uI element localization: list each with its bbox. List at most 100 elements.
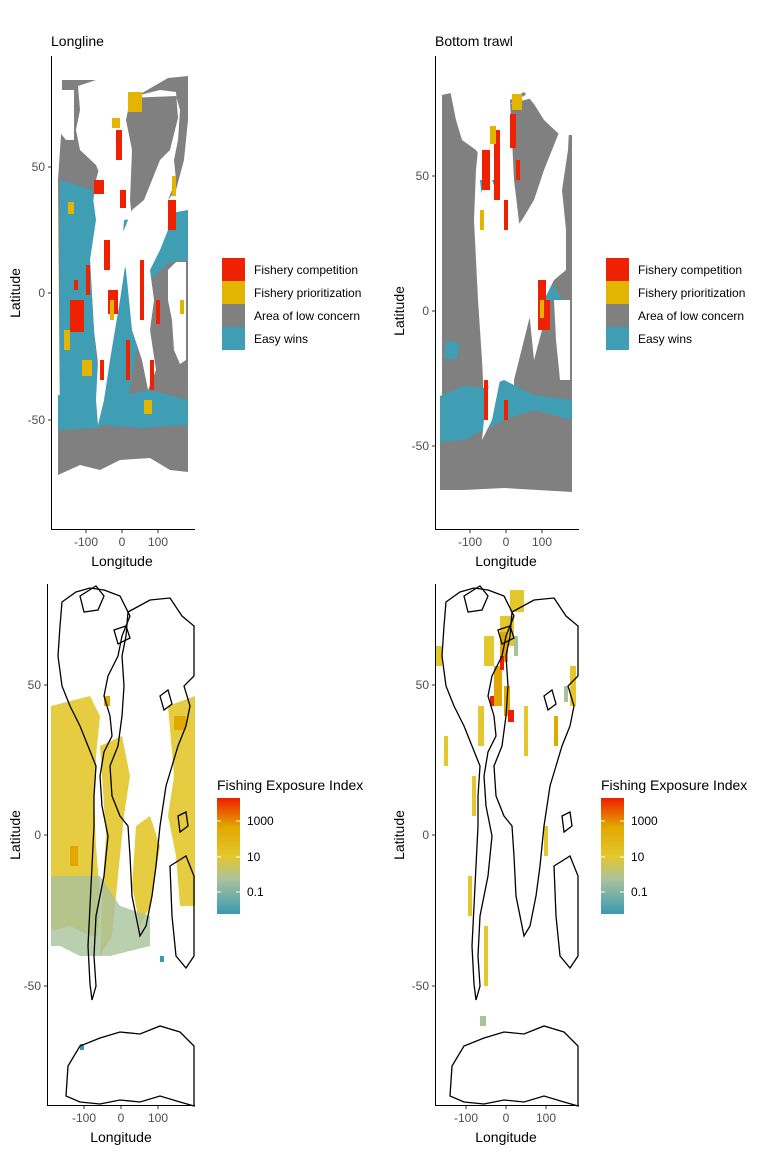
y-tick-label: 0: [422, 304, 429, 318]
x-axis-label: Longitude: [91, 553, 153, 569]
x-ticks: -100 0 100: [74, 530, 168, 549]
fishery-prioritization-cells: [64, 92, 184, 414]
legend-key-fishery-prioritization: [606, 281, 629, 304]
exposure-low-cells: [480, 636, 568, 1026]
legend-key-easy-wins: [222, 327, 245, 350]
legend-label: 10: [247, 850, 261, 864]
y-axis-label: Latitude: [391, 286, 407, 336]
y-tick-label: 0: [422, 828, 429, 842]
legend-label: 0.1: [631, 885, 648, 899]
panel-title: Longline: [51, 33, 104, 49]
legend-key-fishery-prioritization: [222, 281, 245, 304]
bottom-trawl-map: Bottom trawl: [391, 33, 745, 569]
fishery-prioritization-cells: [480, 94, 544, 318]
exposure-region: [168, 696, 195, 906]
legend-key-easy-wins: [606, 327, 629, 350]
legend-key-fishery-competition: [606, 258, 629, 281]
longline-map: Longline: [7, 33, 361, 569]
coastline-antarctica: [449, 1025, 579, 1107]
y-axis-label: Latitude: [7, 810, 23, 860]
coastline-islands: [463, 585, 573, 834]
longline-panel: Longline: [0, 0, 384, 576]
y-tick-label: -50: [412, 439, 430, 453]
y-ticks: 50 0 -50: [412, 169, 435, 453]
colorbar: [601, 798, 624, 914]
y-ticks: 50 0 -50: [412, 678, 435, 993]
y-tick-label: -50: [28, 413, 46, 427]
exposure-peak-cells: [490, 656, 514, 722]
x-axis-label: Longitude: [90, 1129, 152, 1145]
legend-label: Fishery competition: [638, 263, 742, 277]
legend-label: 1000: [631, 814, 658, 828]
longline-exposure-map: 50 0 -50 -100 0 100 Longitude Latitude F…: [7, 584, 363, 1145]
legend-label: 0.1: [247, 885, 264, 899]
coastline-antarctica: [65, 1025, 195, 1107]
longline-exposure-panel: 50 0 -50 -100 0 100 Longitude Latitude F…: [0, 576, 384, 1152]
legend-label: Easy wins: [254, 332, 308, 346]
legend-title: Fishing Exposure Index: [601, 777, 747, 793]
category-legend: Fishery competition Fishery prioritizati…: [606, 258, 745, 350]
exposure-high-cells: [70, 696, 186, 866]
x-tick-label: 0: [118, 1111, 125, 1125]
exposure-region: [132, 816, 160, 926]
ocean-raster: [440, 80, 572, 492]
exposure-legend: Fishing Exposure Index 1000 10 0.1: [601, 777, 747, 914]
legend-key-area-low-concern: [606, 304, 629, 327]
coastline-europe-africa: [109, 597, 195, 938]
area-low-concern-region: [442, 88, 484, 420]
legend-key-area-low-concern: [222, 304, 245, 327]
legend-title: Fishing Exposure Index: [217, 777, 363, 793]
y-ticks: 50 0 -50: [28, 160, 51, 427]
land-mass: [118, 90, 180, 390]
land-mass: [450, 80, 518, 440]
bottom-trawl-exposure-map: 50 0 -50 -100 0 100 Longitude Latitude F…: [391, 584, 747, 1145]
exposure-low-cells: [80, 956, 164, 1050]
land-mass: [554, 300, 570, 380]
exposure-raster: [51, 696, 195, 1050]
y-tick-label: -50: [24, 979, 42, 993]
easy-wins-region: [444, 340, 460, 360]
ocean-raster: [58, 76, 188, 520]
x-tick-label: -100: [72, 1111, 96, 1125]
legend-label: Area of low concern: [254, 309, 360, 323]
legend-label: 1000: [247, 814, 274, 828]
y-tick-label: -50: [412, 979, 430, 993]
land-mass: [168, 262, 186, 364]
land-mass: [58, 458, 188, 520]
x-tick-label: 0: [119, 535, 126, 549]
y-tick-label: 50: [416, 678, 430, 692]
coastline-americas: [57, 587, 131, 1001]
exposure-region-low: [51, 876, 150, 956]
y-axis-label: Latitude: [7, 268, 23, 318]
y-tick-label: 50: [28, 678, 42, 692]
land-mass: [58, 90, 74, 140]
x-axis-label: Longitude: [475, 553, 537, 569]
y-axis-label: Latitude: [391, 810, 407, 860]
coastline-oceania: [169, 855, 195, 970]
x-tick-label: 0: [503, 535, 510, 549]
x-ticks: -100 0 100: [458, 530, 552, 549]
panel-title: Bottom trawl: [435, 33, 513, 49]
legend-label: Fishery prioritization: [254, 286, 361, 300]
bottom-trawl-exposure-panel: 50 0 -50 -100 0 100 Longitude Latitude F…: [384, 576, 768, 1152]
legend-label: Easy wins: [638, 332, 692, 346]
legend-key-fishery-competition: [222, 258, 245, 281]
coastline-islands: [79, 585, 189, 834]
coastlines: [441, 585, 579, 1107]
bottom-trawl-panel: Bottom trawl: [384, 0, 768, 576]
land-mass: [510, 84, 570, 360]
exposure-legend: Fishing Exposure Index 1000 10 0.1: [217, 777, 363, 914]
legend-label: Fishery competition: [254, 263, 358, 277]
x-tick-label: 100: [536, 1111, 556, 1125]
x-ticks: -100 0 100: [454, 1106, 556, 1125]
legend-label: Fishery prioritization: [638, 286, 745, 300]
coastline-americas: [441, 587, 515, 1001]
coastline-europe-africa: [493, 597, 579, 938]
y-tick-label: 0: [34, 828, 41, 842]
y-tick-label: 50: [32, 160, 46, 174]
easy-wins-region: [58, 395, 100, 430]
coastline-oceania: [553, 855, 579, 970]
colorbar: [217, 798, 240, 914]
x-tick-label: -100: [458, 535, 482, 549]
legend-label: Area of low concern: [638, 309, 744, 323]
